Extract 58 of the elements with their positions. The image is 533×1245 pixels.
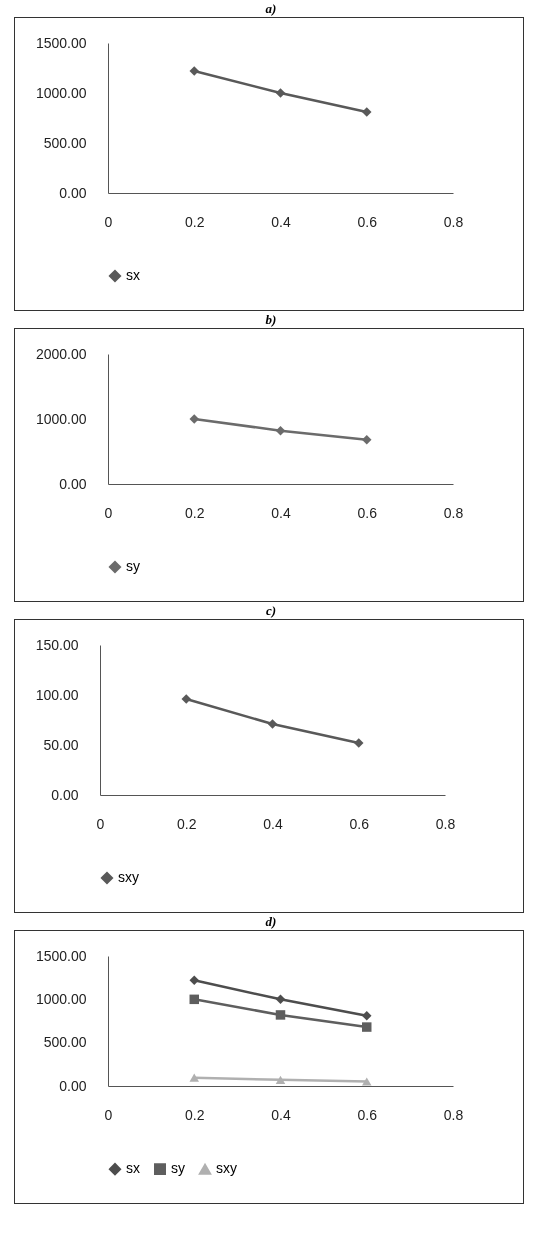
point (189, 994, 199, 1005)
x-tick-label: 0.2 (185, 504, 205, 521)
y-tick-label: 500.00 (43, 1034, 87, 1051)
point (362, 1077, 372, 1086)
point (275, 1010, 286, 1020)
y-tick-label: 0.00 (51, 786, 79, 803)
x-tick-label: 0 (104, 213, 113, 230)
y-tick-label: 100.00 (35, 686, 79, 703)
x-tick-label: 0.8 (443, 504, 464, 521)
x-tick-label: 0.8 (443, 213, 464, 230)
point (275, 88, 286, 98)
y-tick-label: 0.00 (59, 184, 87, 201)
legend-label: sx (126, 267, 140, 283)
x-tick-label: 0.6 (357, 504, 378, 521)
chart-title: c) (264, 602, 278, 619)
point (275, 1075, 286, 1084)
x-tick-label: 0.6 (357, 213, 378, 230)
x-tick-label: 0 (96, 815, 105, 832)
legend-label: sx (126, 1160, 140, 1177)
x-tick-label: 0.2 (185, 213, 205, 230)
y-tick-label: 1500.00 (35, 34, 87, 51)
point (362, 1022, 372, 1032)
point (275, 425, 286, 436)
x-tick-label: 0.4 (271, 213, 291, 230)
point (189, 1073, 199, 1082)
y-tick-label: 2000.00 (35, 345, 87, 362)
y-tick-label: 500.00 (43, 134, 87, 151)
y-tick-label: 0.00 (59, 1077, 87, 1094)
x-tick-label: 0 (104, 1106, 113, 1123)
x-tick-label: 0.4 (263, 815, 283, 832)
x-tick-label: 0 (104, 504, 113, 521)
point (362, 1011, 372, 1021)
x-tick-label: 0.6 (357, 1106, 378, 1123)
legend-label: sxy (216, 1160, 237, 1177)
legend-label: sy (171, 1160, 185, 1177)
point (189, 975, 199, 986)
x-tick-label: 0.2 (177, 815, 197, 832)
x-tick-label: 0.6 (349, 815, 370, 832)
x-tick-label: 0.4 (271, 1106, 291, 1123)
legend-label: sy (126, 558, 140, 574)
y-tick-label: 1000.00 (35, 990, 87, 1007)
point (275, 994, 286, 1005)
point (362, 435, 372, 445)
y-tick-label: 1000.00 (35, 84, 87, 101)
y-tick-label: 1500.00 (35, 947, 87, 964)
y-tick-label: 1000.00 (35, 410, 87, 427)
chart-title: a) (264, 0, 278, 17)
x-tick-label: 0.2 (185, 1106, 205, 1123)
chart-title: d) (264, 913, 278, 930)
x-tick-label: 0.8 (443, 1106, 464, 1123)
y-tick-label: 50.00 (43, 736, 79, 753)
x-tick-label: 0.8 (435, 815, 456, 832)
x-tick-label: 0.4 (271, 504, 291, 521)
y-tick-label: 150.00 (35, 636, 79, 653)
legend-label: sxy (118, 869, 139, 885)
chart-title: b) (264, 311, 278, 328)
point (267, 719, 278, 729)
y-tick-label: 0.00 (59, 475, 87, 492)
